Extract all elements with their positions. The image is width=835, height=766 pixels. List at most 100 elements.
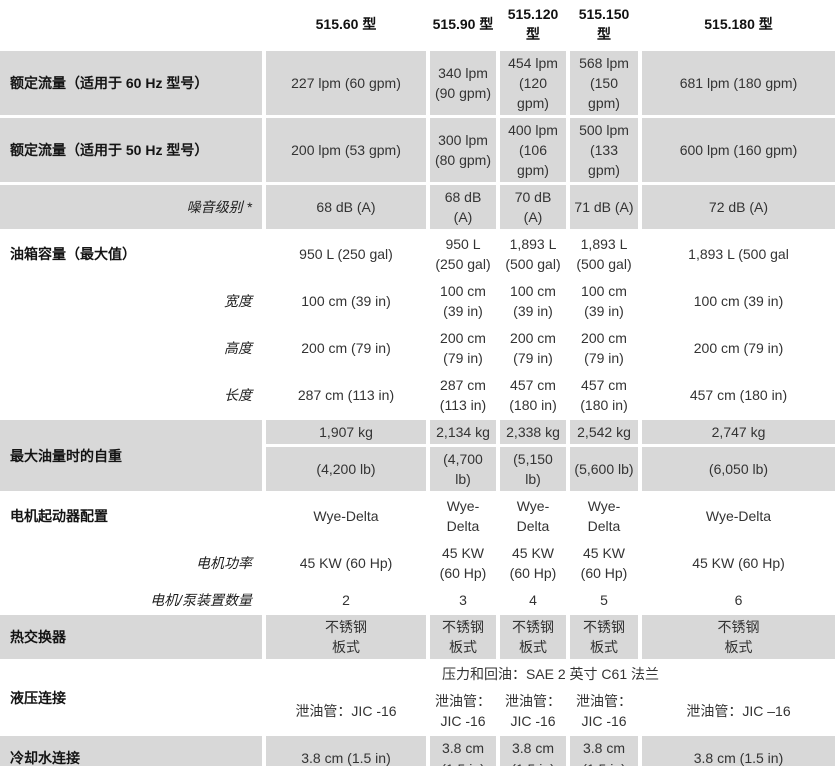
row-label: 冷却水连接 [0, 736, 262, 766]
value-cell: 200 cm (79 in) [430, 326, 496, 371]
value-cell: 1,893 L (500 gal) [500, 232, 566, 277]
table-row-hydraulic-connection-values: 泄油管：JIC -16 泄油管：JIC -16 泄油管：JIC -16 泄油管：… [0, 689, 835, 734]
value-cell: 不锈钢 板式 [266, 615, 426, 660]
value-cell: 3.8 cm (1.5 in) [500, 736, 566, 766]
table-row-noise-level: 噪音级别 * 68 dB (A) 68 dB (A) 70 dB (A) 71 … [0, 185, 835, 230]
value-cell: 70 dB (A) [500, 185, 566, 230]
table-row-motor-power: 电机功率 45 KW (60 Hp) 45 KW (60 Hp) 45 KW (… [0, 541, 835, 586]
value-cell: (5,150 lb) [500, 447, 566, 492]
row-label: 宽度 [0, 279, 262, 324]
value-cell: 457 cm (180 in) [570, 373, 638, 418]
value-cell: Wye-Delta [642, 494, 835, 539]
value-cell: 300 lpm (80 gpm) [430, 118, 496, 183]
column-header-515-150: 515.150 型 [570, 0, 638, 49]
value-cell: 287 cm (113 in) [266, 373, 426, 418]
value-cell: 200 cm (79 in) [266, 326, 426, 371]
table-row-motor-pump-count: 电机/泵装置数量 2 3 4 5 6 [0, 588, 835, 613]
value-cell: 不锈钢 板式 [430, 615, 496, 660]
value-cell: 950 L (250 gal) [430, 232, 496, 277]
value-cell: 3 [430, 588, 496, 613]
hydraulic-span-cell: 压力和回油：SAE 2 英寸 C61 法兰 [266, 662, 835, 687]
value-cell: 3.8 cm (1.5 in) [266, 736, 426, 766]
value-cell: 4 [500, 588, 566, 613]
value-cell: 3.8 cm (1.5 in) [570, 736, 638, 766]
value-cell: 2,134 kg [430, 420, 496, 445]
column-header-515-120: 515.120 型 [500, 0, 566, 49]
row-label: 电机/泵装置数量 [0, 588, 262, 613]
value-cell: 500 lpm (133 gpm) [570, 118, 638, 183]
value-cell: 2,542 kg [570, 420, 638, 445]
value-cell: 45 KW (60 Hp) [642, 541, 835, 586]
value-cell: 2,747 kg [642, 420, 835, 445]
corner-cell [0, 0, 262, 49]
table-row-heat-exchanger: 热交换器 不锈钢 板式 不锈钢 板式 不锈钢 板式 不锈钢 板式 不锈钢 板式 [0, 615, 835, 660]
value-cell: 681 lpm (180 gpm) [642, 51, 835, 116]
table-row-dry-weight-kg: 最大油量时的自重 1,907 kg 2,134 kg 2,338 kg 2,54… [0, 420, 835, 492]
value-cell: 200 cm (79 in) [570, 326, 638, 371]
value-cell: 1,893 L (500 gal [642, 232, 835, 277]
row-label: 油箱容量（最大值） [0, 232, 262, 277]
value-cell: 227 lpm (60 gpm) [266, 51, 426, 116]
value-cell: 1,893 L (500 gal) [570, 232, 638, 277]
row-label: 液压连接 [0, 662, 262, 734]
value-cell: 100 cm (39 in) [500, 279, 566, 324]
table-row-dry-weight-lb: (4,200 lb) (4,700 lb) (5,150 lb) (5,600 … [0, 447, 835, 492]
table-row-cooling-water: 冷却水连接 3.8 cm (1.5 in) 3.8 cm (1.5 in) 3.… [0, 736, 835, 766]
value-cell: 100 cm (39 in) [642, 279, 835, 324]
value-cell: 泄油管：JIC –16 [642, 689, 835, 734]
value-cell: 不锈钢 板式 [500, 615, 566, 660]
value-cell: 45 KW (60 Hp) [500, 541, 566, 586]
row-label: 电机功率 [0, 541, 262, 586]
table-row-length: 长度 287 cm (113 in) 287 cm (113 in) 457 c… [0, 373, 835, 418]
value-cell: 100 cm (39 in) [570, 279, 638, 324]
row-label: 额定流量（适用于 60 Hz 型号） [0, 51, 262, 116]
value-cell: 不锈钢 板式 [642, 615, 835, 660]
value-cell: 6 [642, 588, 835, 613]
value-cell: 400 lpm (106 gpm) [500, 118, 566, 183]
value-cell: 45 KW (60 Hp) [266, 541, 426, 586]
row-label: 最大油量时的自重 [0, 420, 262, 492]
value-cell: Wye-Delta [430, 494, 496, 539]
value-cell: (5,600 lb) [570, 447, 638, 492]
table-row-tank-capacity: 油箱容量（最大值） 950 L (250 gal) 950 L (250 gal… [0, 232, 835, 277]
value-cell: 3.8 cm (1.5 in) [642, 736, 835, 766]
row-label: 长度 [0, 373, 262, 418]
row-label: 噪音级别 * [0, 185, 262, 230]
value-cell: 200 cm (79 in) [500, 326, 566, 371]
value-cell: Wye-Delta [500, 494, 566, 539]
value-cell: 72 dB (A) [642, 185, 835, 230]
value-cell: 600 lpm (160 gpm) [642, 118, 835, 183]
table-row-flow-60hz: 额定流量（适用于 60 Hz 型号） 227 lpm (60 gpm) 340 … [0, 51, 835, 116]
value-cell: 2,338 kg [500, 420, 566, 445]
value-cell: 2 [266, 588, 426, 613]
header-row: 515.60 型 515.90 型 515.120 型 515.150 型 51… [0, 0, 835, 49]
value-cell: 泄油管：JIC -16 [430, 689, 496, 734]
value-cell: 200 lpm (53 gpm) [266, 118, 426, 183]
value-cell: 45 KW (60 Hp) [570, 541, 638, 586]
value-cell: 200 cm (79 in) [642, 326, 835, 371]
value-cell: 950 L (250 gal) [266, 232, 426, 277]
value-cell: 泄油管：JIC -16 [570, 689, 638, 734]
column-header-515-180: 515.180 型 [642, 0, 835, 49]
value-cell: Wye-Delta [266, 494, 426, 539]
value-cell: (4,200 lb) [266, 447, 426, 492]
value-cell: 泄油管：JIC -16 [500, 689, 566, 734]
table-row-flow-50hz: 额定流量（适用于 50 Hz 型号） 200 lpm (53 gpm) 300 … [0, 118, 835, 183]
table-row-hydraulic-connection-span: 液压连接 压力和回油：SAE 2 英寸 C61 法兰 [0, 662, 835, 734]
value-cell: (4,700 lb) [430, 447, 496, 492]
value-cell: 454 lpm (120 gpm) [500, 51, 566, 116]
value-cell: 1,907 kg [266, 420, 426, 445]
value-cell: 100 cm (39 in) [430, 279, 496, 324]
row-label: 高度 [0, 326, 262, 371]
table-row-motor-starter: 电机起动器配置 Wye-Delta Wye-Delta Wye-Delta Wy… [0, 494, 835, 539]
value-cell: 3.8 cm (1.5 in) [430, 736, 496, 766]
value-cell: 68 dB (A) [266, 185, 426, 230]
value-cell: 568 lpm (150 gpm) [570, 51, 638, 116]
row-label: 额定流量（适用于 50 Hz 型号） [0, 118, 262, 183]
value-cell: 45 KW (60 Hp) [430, 541, 496, 586]
row-label: 电机起动器配置 [0, 494, 262, 539]
value-cell: (6,050 lb) [642, 447, 835, 492]
value-cell: 100 cm (39 in) [266, 279, 426, 324]
